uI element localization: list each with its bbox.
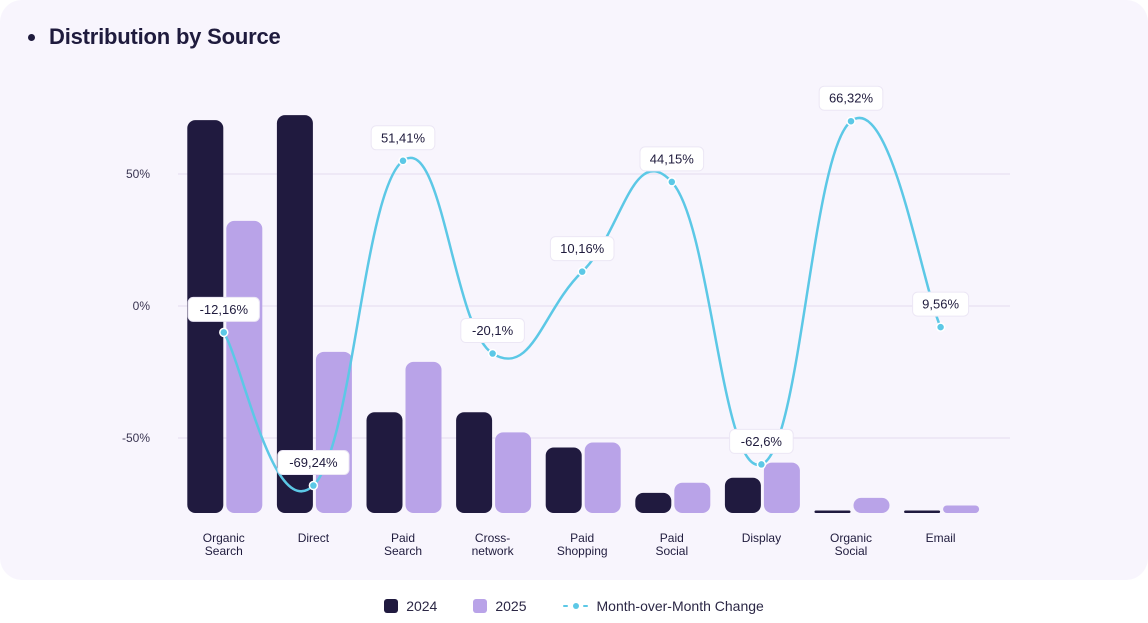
data-label: -20,1% <box>472 323 514 338</box>
data-label: -12,16% <box>200 302 249 317</box>
bar-2024 <box>276 115 313 514</box>
data-label-box <box>187 296 260 322</box>
legend-label: 2025 <box>495 598 527 614</box>
mom-change-point <box>487 348 498 359</box>
x-tick-label: Paid <box>660 531 684 545</box>
bar-2025 <box>943 505 980 513</box>
x-tick-label: Social <box>655 544 688 558</box>
x-tick-label: Paid <box>391 531 415 545</box>
bar-2024 <box>904 510 941 513</box>
data-label-box <box>729 428 794 454</box>
mom-change-point <box>398 156 408 166</box>
bar-2024 <box>724 477 761 513</box>
legend-item-2025[interactable]: 2025 <box>473 598 527 614</box>
x-tick-label: Organic <box>203 531 245 545</box>
legend-line-swatch <box>562 599 589 613</box>
mom-change-point <box>219 327 229 338</box>
x-tick-label: network <box>472 544 515 558</box>
data-label: -69,24% <box>289 455 338 470</box>
data-label: 9,56% <box>922 297 959 312</box>
y-tick-label: 50% <box>126 167 150 181</box>
title-bullet-icon <box>28 33 35 41</box>
data-label-box <box>370 125 436 151</box>
x-tick-label: Search <box>205 544 243 558</box>
data-label-box <box>912 291 970 317</box>
mom-change-point <box>756 459 767 470</box>
data-label: 66,32% <box>829 91 874 106</box>
data-label: -62,6% <box>741 434 783 449</box>
mom-change-point <box>577 266 587 277</box>
data-label-box <box>639 146 705 172</box>
x-tick-label: Social <box>835 544 868 558</box>
mom-change-point <box>935 322 946 332</box>
legend-item-2024[interactable]: 2024 <box>384 598 437 614</box>
bar-2024 <box>545 447 582 513</box>
bar-2025 <box>226 220 263 513</box>
x-tick-label: Email <box>926 531 956 545</box>
x-tick-label: Search <box>384 544 422 558</box>
legend-swatch <box>384 599 399 613</box>
mom-change-point <box>667 177 677 187</box>
legend-label: 2024 <box>406 598 438 614</box>
legend-swatch <box>473 599 488 613</box>
x-tick-label: Direct <box>298 531 330 545</box>
data-label: 10,16% <box>560 241 605 256</box>
x-tick-label: Cross- <box>475 531 510 545</box>
data-label-box <box>460 318 525 344</box>
x-tick-label: Shopping <box>557 544 608 558</box>
mom-change-point <box>308 480 319 491</box>
bar-2025 <box>315 351 352 513</box>
data-label-box <box>549 236 615 262</box>
bar-2024 <box>456 412 493 513</box>
bar-2024 <box>366 412 403 513</box>
chart-title: Distribution by Source <box>49 24 281 49</box>
bar-2025 <box>674 482 711 513</box>
data-label: 44,15% <box>650 151 695 166</box>
bar-2025 <box>853 497 890 513</box>
legend-label: Month-over-Month Change <box>596 598 764 614</box>
x-tick-label: Paid <box>570 531 594 545</box>
bar-2024 <box>635 492 672 513</box>
bar-2025 <box>495 432 532 513</box>
x-tick-label: Display <box>742 531 781 545</box>
title-row: Distribution by Source <box>28 24 281 50</box>
y-tick-label: -50% <box>122 431 150 445</box>
x-tick-label: Organic <box>830 531 872 545</box>
data-label-box <box>818 85 884 111</box>
bar-2025 <box>584 442 621 513</box>
data-label-box <box>277 450 350 476</box>
legend-item-month-over-month-change[interactable]: Month-over-Month Change <box>562 598 764 614</box>
y-tick-label: 0% <box>133 299 151 313</box>
mom-change-line <box>222 116 942 493</box>
bar-2025 <box>405 361 442 513</box>
bar-2025 <box>763 462 800 513</box>
mom-change-point <box>846 116 856 126</box>
chart-legend: 2024 2025 Month-over-Month Change <box>0 598 1148 614</box>
data-label: 51,41% <box>381 130 426 145</box>
bar-2024 <box>814 510 851 513</box>
